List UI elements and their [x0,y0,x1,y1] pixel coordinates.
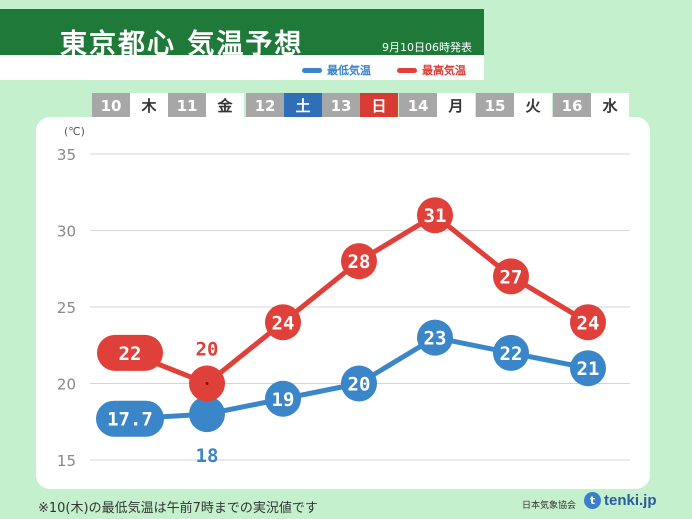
max-temp-point [341,243,377,280]
day-date: 10 [92,93,130,118]
max-temp-value-label: 24 [577,312,600,334]
min-temp-point [570,350,606,387]
day-weekday: 木 [130,93,168,118]
day-weekday: 月 [437,93,475,118]
min-temp-value-label: 20 [348,374,371,396]
y-axis-unit: (℃) [64,125,85,138]
legend-max: 最高気温 [397,62,466,78]
min-temp-point [417,319,453,356]
legend-max-swatch [397,67,417,73]
max-temp-point [97,334,163,371]
tenki-brand: tenki.jp [604,492,657,509]
day-weekday: 土 [284,93,322,118]
legend-min-label: 最低気温 [327,64,371,77]
chart-title: 東京都心 気温予想 [60,29,304,60]
day-cell: 12 土 [246,93,322,118]
day-cell: 11 金 [168,93,244,118]
day-weekday: 水 [591,93,629,118]
legend-max-label: 最高気温 [422,64,466,77]
legend-min-swatch [302,67,322,73]
max-temp-value-label: 22 [119,343,142,365]
day-date: 16 [553,93,591,118]
max-temp-point [493,258,529,295]
day-date: 14 [399,93,437,118]
day-cell: 13 日 [322,93,398,118]
max-temp-point [417,197,453,234]
max-temp-point [570,304,606,341]
min-temp-value-label: 23 [424,328,447,350]
max-temp-value-label: 24 [272,312,295,334]
day-date: 15 [476,93,514,118]
day-weekday: 火 [514,93,552,118]
min-temp-value-label: 22 [500,343,523,365]
tenki-icon: t [584,492,601,509]
day-date: 12 [246,93,284,118]
day-weekday: 金 [206,93,244,118]
min-temp-value-label: 17.7 [107,409,153,431]
source-credit: 日本気象協会 [522,501,577,511]
y-tick-label: 20 [57,376,76,394]
min-temp-value-label: 21 [577,358,600,380]
min-temp-point [493,334,529,371]
day-date: 11 [168,93,206,118]
max-temp-value-label: 28 [348,251,371,273]
min-temp-value-label: 19 [272,389,295,411]
day-cell: 15 火 [476,93,552,118]
min-temp-point [265,380,301,417]
issued-time: 9月10日06時発表 [382,41,472,54]
y-tick-label: 25 [57,299,76,317]
min-temp-point [96,400,164,437]
max-temp-point-dot [205,382,209,385]
title-bar: 東京都心 気温予想 9月10日06時発表 [0,9,484,60]
min-temp-point [341,365,377,402]
day-cell: 16 水 [553,93,629,118]
tenki-logo: t tenki.jp [584,492,657,509]
footnote: ※10(木)の最低気温は午前7時までの実況値です [38,501,318,516]
legend-min: 最低気温 [302,62,371,78]
min-temp-point [189,396,225,433]
day-weekday: 日 [360,93,398,118]
day-cell: 10 木 [92,93,168,118]
max-temp-value-label: 27 [500,266,523,288]
max-temp-point [265,304,301,341]
max-temp-value-label: 20 [196,339,219,361]
min-temp-value-label: 18 [196,445,219,467]
y-tick-label: 30 [57,223,76,241]
day-cell: 14 月 [399,93,475,118]
y-tick-label: 15 [57,452,76,470]
y-tick-label: 35 [57,146,76,164]
max-temp-value-label: 31 [424,205,447,227]
day-date: 13 [322,93,360,118]
